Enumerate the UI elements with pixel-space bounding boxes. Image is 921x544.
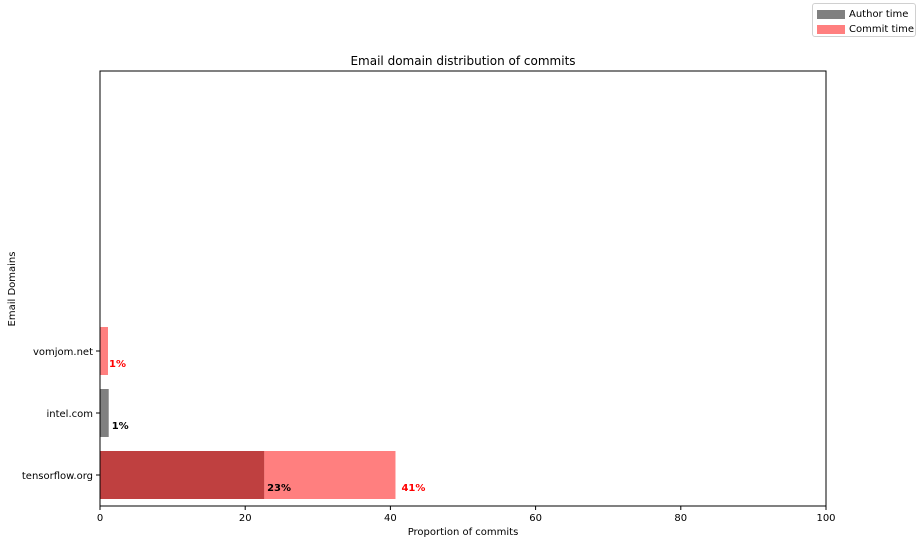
bar-overlap [100,451,265,499]
x-tick-label: 60 [529,513,542,524]
plot-frame [99,70,827,507]
x-tick-label: 20 [239,513,252,524]
bar-commit-time [100,327,108,375]
chart-title: Email domain distribution of commits [350,54,575,68]
y-tick-label: vomjom.net [33,347,93,358]
legend-label-author: Author time [849,8,909,20]
x-tick-label: 100 [816,513,835,524]
legend-swatch-author [817,9,845,19]
legend-label-commit: Commit time [849,23,915,35]
y-tick-label: tensorflow.org [22,471,93,482]
x-axis-label: Proportion of commits [408,527,519,538]
legend: Author time Commit time [812,3,916,37]
y-axis-label: Email Domains [7,252,18,327]
bars-group: 23% 41% 1% 1% [100,327,425,499]
y-tick-label: intel.com [46,409,93,420]
legend-swatch-commit [817,24,845,34]
data-label-author: 23% [267,483,291,494]
data-label-commit: 1% [109,359,126,370]
x-tick-label: 80 [674,513,687,524]
x-tick-label: 0 [97,513,103,524]
legend-item-author: Author time [817,7,908,21]
x-tick-label: 40 [384,513,397,524]
bar-author-time [100,389,109,437]
data-label-author: 1% [112,421,129,432]
ticks-group: tensorflow.org intel.com vomjom.net 0 20 40 60… [22,347,836,524]
legend-item-commit: Commit time [817,22,914,36]
data-label-commit: 41% [401,483,425,494]
